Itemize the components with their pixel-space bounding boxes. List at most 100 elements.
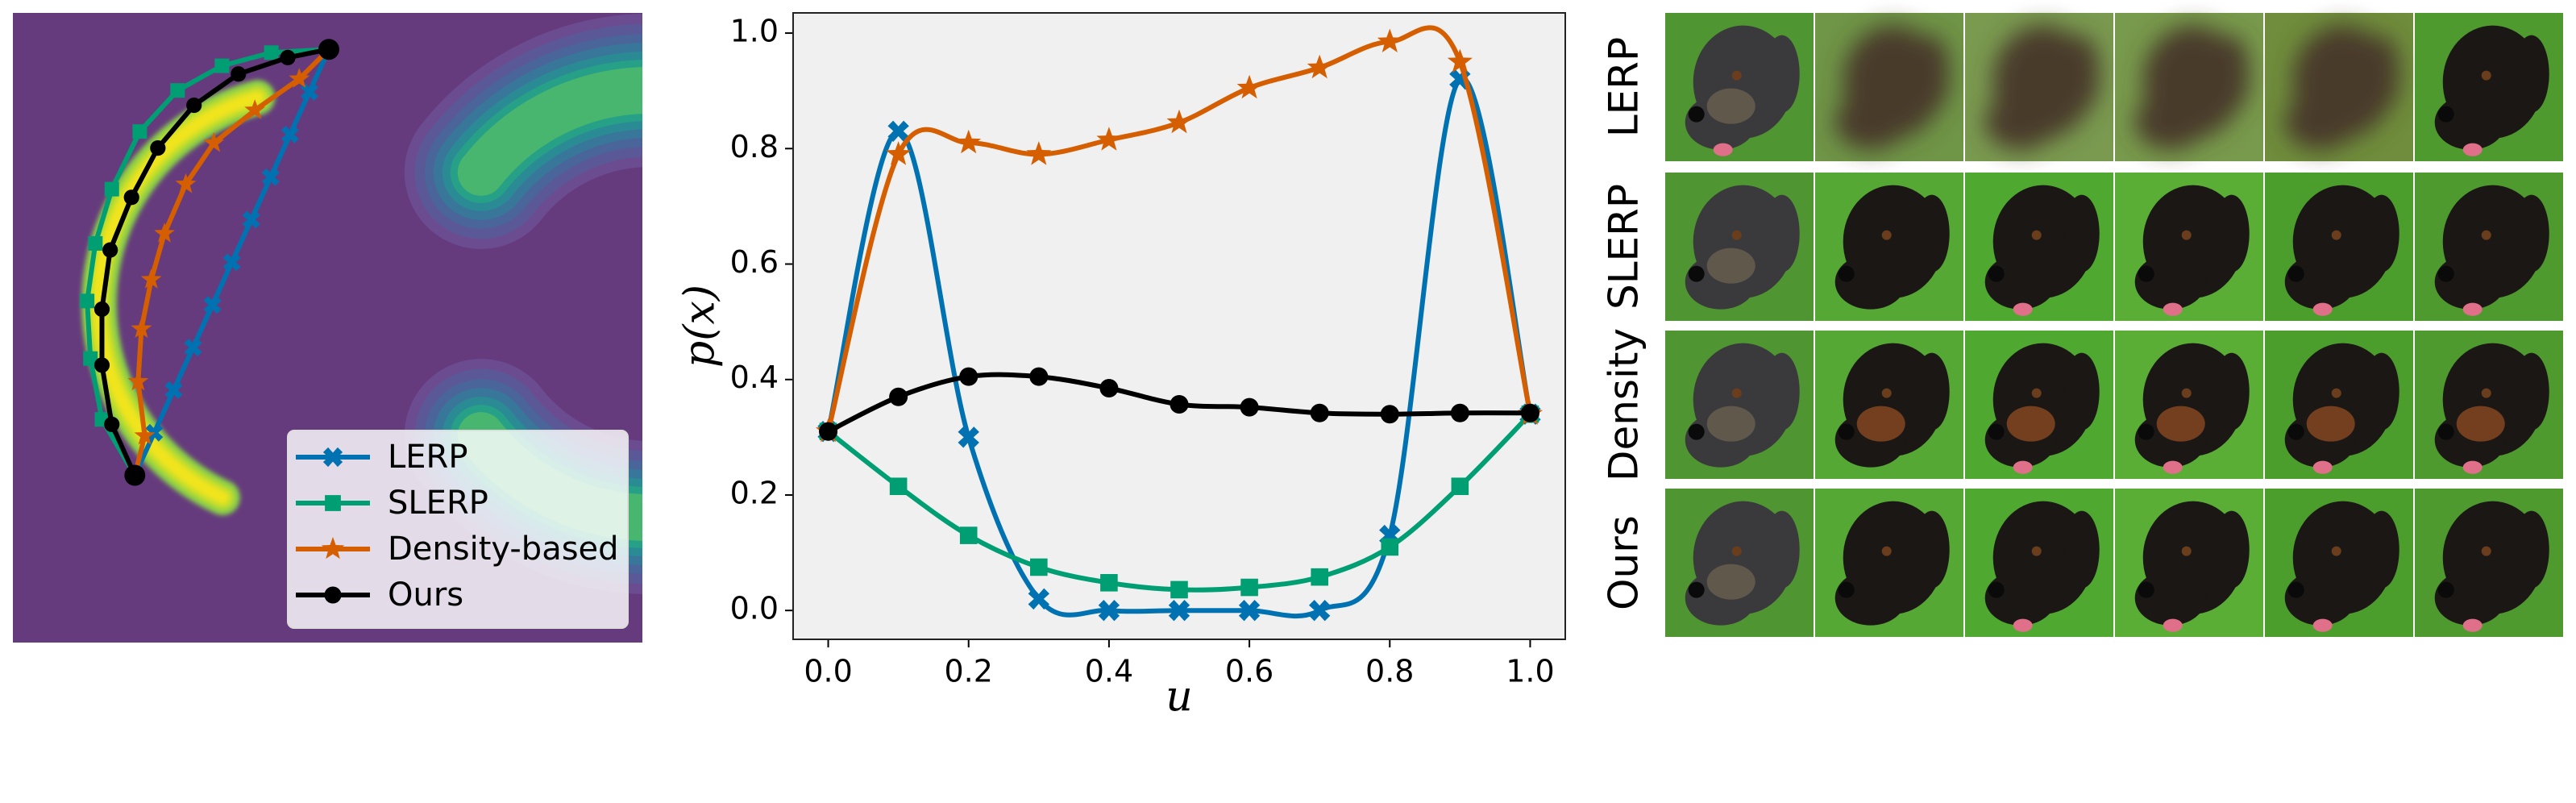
dog-markings <box>1856 406 1905 442</box>
dog-eye <box>2331 546 2341 556</box>
image-cell <box>1665 489 1814 637</box>
marker-square <box>1311 568 1328 586</box>
dog-snout <box>1834 94 1906 150</box>
dog-nose <box>1838 265 1855 282</box>
marker-square <box>264 45 279 60</box>
image-cell <box>1815 331 1963 479</box>
marker-x <box>1098 599 1120 622</box>
marker-circle <box>1380 405 1399 424</box>
dog-eye <box>2031 388 2042 398</box>
dog-snout <box>2134 94 2206 150</box>
x-tick-label: 0.4 <box>1085 654 1133 689</box>
marker-x <box>887 120 909 143</box>
marker-square <box>325 495 341 511</box>
dog-ear <box>2363 35 2399 113</box>
dog-ear <box>2213 194 2250 273</box>
dog-nose <box>1688 265 1705 282</box>
row-label: LERP <box>1601 37 1647 137</box>
marker-square <box>170 83 185 98</box>
image-cell <box>1665 13 1814 161</box>
marker-circle <box>1520 403 1539 422</box>
marker-circle <box>231 66 247 82</box>
dog-eye <box>2181 230 2192 240</box>
dog-nose <box>1988 265 2005 282</box>
dog-ear <box>2513 35 2549 113</box>
dog-eye <box>2481 388 2491 398</box>
dog-eye <box>2181 388 2192 398</box>
dog-markings <box>2156 406 2205 442</box>
dog-eye <box>2181 546 2192 556</box>
image-cell <box>2115 489 2263 637</box>
dog-nose <box>1838 581 1855 598</box>
marker-square <box>1381 538 1399 556</box>
row-label: Density <box>1601 328 1647 481</box>
dog-ear <box>1913 194 1950 273</box>
marker-square <box>1451 477 1469 496</box>
dog-tongue <box>2013 460 2033 474</box>
dog-snout <box>1834 254 1906 310</box>
y-tick-label: 0.6 <box>730 244 779 280</box>
marker-star <box>1377 28 1402 52</box>
dog-ear <box>2513 352 2549 431</box>
dog-nose <box>2138 265 2154 282</box>
dog-ear <box>1764 35 1800 113</box>
marker-circle <box>1170 395 1189 414</box>
dog-nose <box>2437 106 2454 123</box>
dog-snout <box>2134 570 2206 626</box>
marker-x <box>322 447 343 468</box>
dog-head <box>1984 501 2100 632</box>
dog-eye <box>2481 230 2491 240</box>
dog-ear <box>2513 194 2549 273</box>
dog-nose <box>2437 265 2454 282</box>
dog-eye <box>1731 70 1742 81</box>
image-cell <box>1665 331 1814 479</box>
dog-ear <box>1913 352 1950 431</box>
dog-tongue <box>2163 302 2183 316</box>
y-tick-label: 0.0 <box>730 591 779 626</box>
marker-circle <box>1029 367 1049 386</box>
y-tick-label: 1.0 <box>730 14 779 49</box>
dog-nose <box>1988 423 2005 440</box>
dog-tongue <box>2013 618 2033 632</box>
marker-circle <box>123 189 139 206</box>
image-cell <box>1965 331 2113 479</box>
marker-square <box>214 58 230 73</box>
dog-markings <box>1706 248 1755 284</box>
marker-square <box>80 293 95 309</box>
marker-circle <box>324 586 342 604</box>
image-cell <box>1665 173 1814 321</box>
dog-snout <box>1984 254 2056 310</box>
y-tick-label: 0.2 <box>730 475 779 510</box>
dog-ear <box>1913 35 1950 113</box>
marker-star <box>1026 141 1052 165</box>
dog-head <box>2434 185 2549 316</box>
marker-star <box>140 268 162 289</box>
dog-nose <box>1688 581 1705 598</box>
dog-tongue <box>1713 143 1733 156</box>
y-tick-label: 0.8 <box>730 129 779 164</box>
dog-head <box>2434 25 2549 156</box>
marker-x <box>261 168 280 186</box>
marker-x <box>1238 599 1261 622</box>
marker-circle <box>93 301 110 318</box>
dog-markings <box>1706 88 1755 124</box>
marker-x <box>1028 588 1050 610</box>
dog-head <box>1984 185 2100 316</box>
marker-square <box>104 181 119 197</box>
dog-tongue <box>2013 302 2033 316</box>
dog-snout <box>1834 570 1906 626</box>
dog-head <box>1685 25 1800 156</box>
dog-head <box>1984 25 2100 150</box>
dog-ear <box>1764 352 1800 431</box>
dog-markings <box>2456 406 2505 442</box>
dog-snout <box>1984 94 2056 150</box>
image-cell <box>2265 489 2413 637</box>
dog-eye <box>2481 70 2491 81</box>
dog-eye <box>1881 546 1892 556</box>
y-axis-label: p(x) <box>676 285 725 368</box>
image-cell <box>1965 13 2113 161</box>
dog-head <box>2284 185 2399 316</box>
dog-nose <box>2287 265 2304 282</box>
dog-snout <box>2134 254 2206 310</box>
dog-head <box>1984 343 2100 474</box>
